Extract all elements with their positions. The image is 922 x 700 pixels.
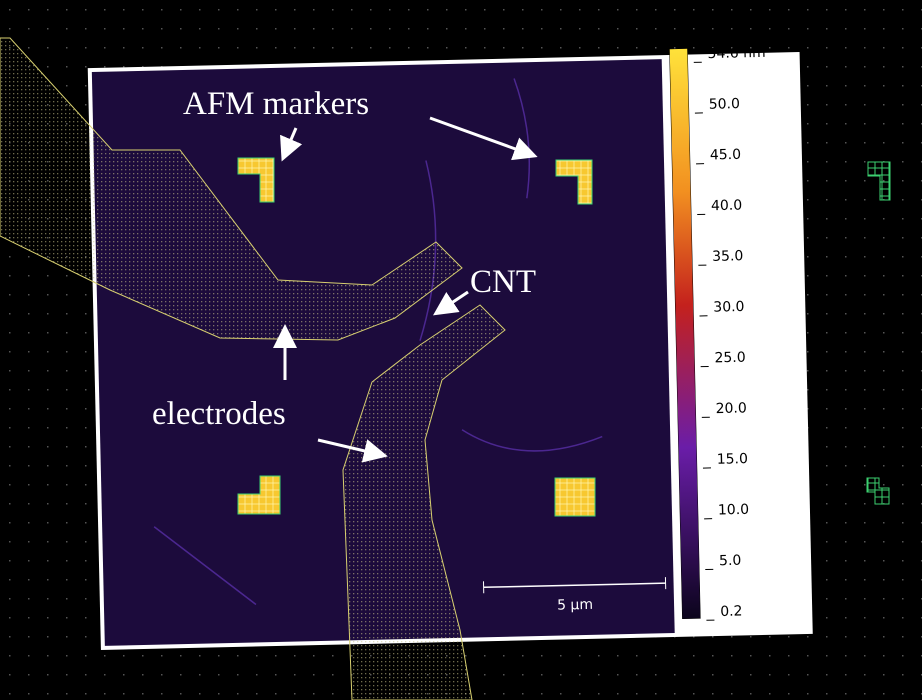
colorbar-label: 10.0	[718, 502, 750, 519]
colorbar-label: 25.0	[714, 350, 746, 367]
colorbar-label: 20.0	[715, 400, 747, 417]
cnt-label: CNT	[470, 264, 536, 300]
colorbar-label: 35.0	[712, 248, 744, 265]
colorbar-label: 50.0	[709, 96, 741, 113]
colorbar-label: 5.0	[719, 553, 742, 570]
electrodes-label: electrodes	[152, 396, 286, 432]
markers-label: AFM markers	[183, 86, 369, 122]
colorbar-label: 45.0	[710, 147, 742, 164]
colorbar-label: 54.6 nm	[707, 45, 765, 62]
colorbar-label: 40.0	[711, 198, 743, 215]
colorbar-label: 0.2	[720, 603, 743, 620]
colorbar-label: 15.0	[717, 451, 749, 468]
colorbar-label: 30.0	[713, 299, 745, 316]
scale-bar-label: 5 µm	[557, 597, 593, 614]
screenshot: 54.6 nm 50.0 45.0 40.0 35.0 30.0 25.0 20.0 15.0 1…	[0, 0, 922, 700]
